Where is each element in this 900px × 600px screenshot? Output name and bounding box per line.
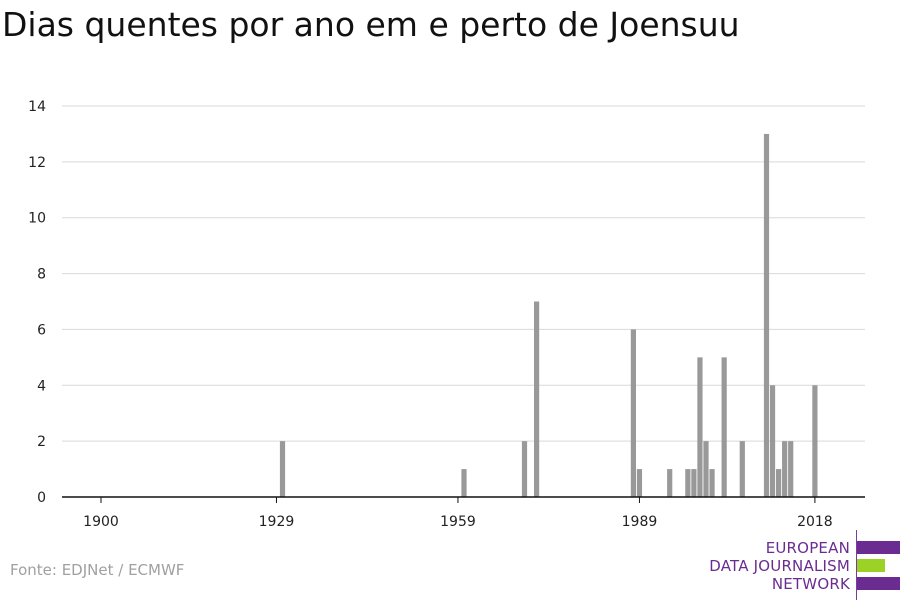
x-tick-label-1959: 1959 [440,514,476,530]
bar-1970 [521,441,528,497]
chart-title: Dias quentes por ano em e perto de Joens… [2,5,740,44]
bar-1999 [697,357,703,497]
logo-text-line3: NETWORK [771,575,850,593]
logo-divider [856,530,857,600]
bar-layer [279,133,818,497]
y-tick-label-0: 0 [37,490,46,506]
bar-1997 [685,469,691,497]
bar-2013 [782,441,788,497]
y-tick-label-10: 10 [28,211,46,227]
y-tick-label-14: 14 [28,99,46,115]
x-tick-label-2018: 2018 [797,514,833,530]
bar-2000 [703,441,709,497]
grid-layer [62,105,865,442]
x-tick-label-1929: 1929 [259,514,295,530]
bar-2006 [739,441,745,497]
logo-text-line1: EUROPEAN [765,539,850,557]
bar-1930 [279,441,286,497]
bar-1998 [691,469,697,497]
y-tick-label-2: 2 [37,434,46,450]
y-tick-label-8: 8 [37,267,46,283]
bar-1960 [461,469,467,497]
y-tick-label-12: 12 [28,155,46,171]
edjnet-logo: EUROPEAN DATA JOURNALISM NETWORK [700,530,900,600]
bar-2011 [769,385,776,497]
y-tick-label-6: 6 [37,322,46,338]
bar-2012 [776,469,782,497]
logo-text-line2: DATA JOURNALISM [709,557,850,575]
x-tick-label-1989: 1989 [622,514,658,530]
x-tick-label-1900: 1900 [83,514,119,530]
source-credit: Fonte: EDJNet / ECMWF [10,561,185,579]
bar-2001 [709,469,715,497]
bar-1988 [630,329,636,497]
bar-2014 [788,441,794,497]
bar-1989 [636,469,643,497]
bar-2003 [721,357,727,497]
bar-1994 [667,469,673,497]
logo-bar-green [857,559,885,572]
bar-1972 [534,301,540,497]
axis-layer: 0 2 4 6 8 10 12 14 1900 1929 1959 1989 2018 [28,99,865,530]
y-tick-label-4: 4 [37,378,46,394]
logo-bar-purple-top [857,541,900,554]
logo-bar-purple-bottom [857,577,900,590]
bar-2010 [763,133,770,497]
bar-2018 [812,385,818,497]
